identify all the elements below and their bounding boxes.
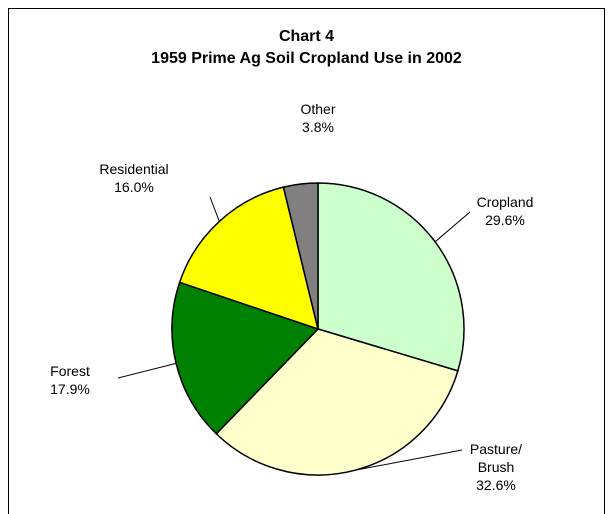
slice-label: Forest 17.9% — [25, 362, 115, 398]
chart-title: Chart 4 — [278, 28, 335, 45]
slice-category: Residential — [99, 161, 169, 177]
leader-line — [209, 196, 220, 222]
slice-label: Pasture/ Brush 32.6% — [466, 440, 526, 494]
slice-label: Residential 16.0% — [84, 160, 184, 196]
chart-subtitle: 1959 Prime Ag Soil Cropland Use in 2002 — [151, 50, 462, 67]
pie-slice — [282, 182, 319, 330]
slice-category: Other — [300, 101, 336, 117]
slice-category: Forest — [50, 363, 90, 379]
pie-slice — [317, 182, 465, 372]
slice-value: 3.8% — [302, 119, 334, 135]
slice-value: 29.6% — [485, 212, 525, 228]
leader-line — [117, 362, 177, 379]
pie-slice — [171, 281, 320, 435]
pie-slice — [178, 186, 320, 331]
pie-slice — [215, 328, 459, 476]
slice-value: 32.6% — [476, 477, 516, 493]
slice-category: Cropland — [476, 194, 534, 210]
slice-category: Pasture/ Brush — [469, 441, 523, 475]
slice-label: Other 3.8% — [278, 100, 358, 136]
slice-value: 17.9% — [50, 381, 90, 397]
leader-line — [434, 211, 471, 243]
slice-value: 16.0% — [114, 179, 154, 195]
slice-label: Cropland 29.6% — [460, 193, 550, 229]
leader-line — [354, 449, 463, 471]
